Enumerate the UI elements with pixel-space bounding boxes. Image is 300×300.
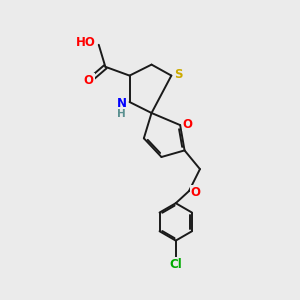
Text: H: H [118,109,126,119]
Text: Cl: Cl [169,258,182,271]
Text: HO: HO [76,36,95,49]
Text: O: O [84,74,94,86]
Text: O: O [190,186,201,199]
Text: S: S [174,68,182,81]
Text: N: N [117,97,127,110]
Text: O: O [183,118,193,130]
